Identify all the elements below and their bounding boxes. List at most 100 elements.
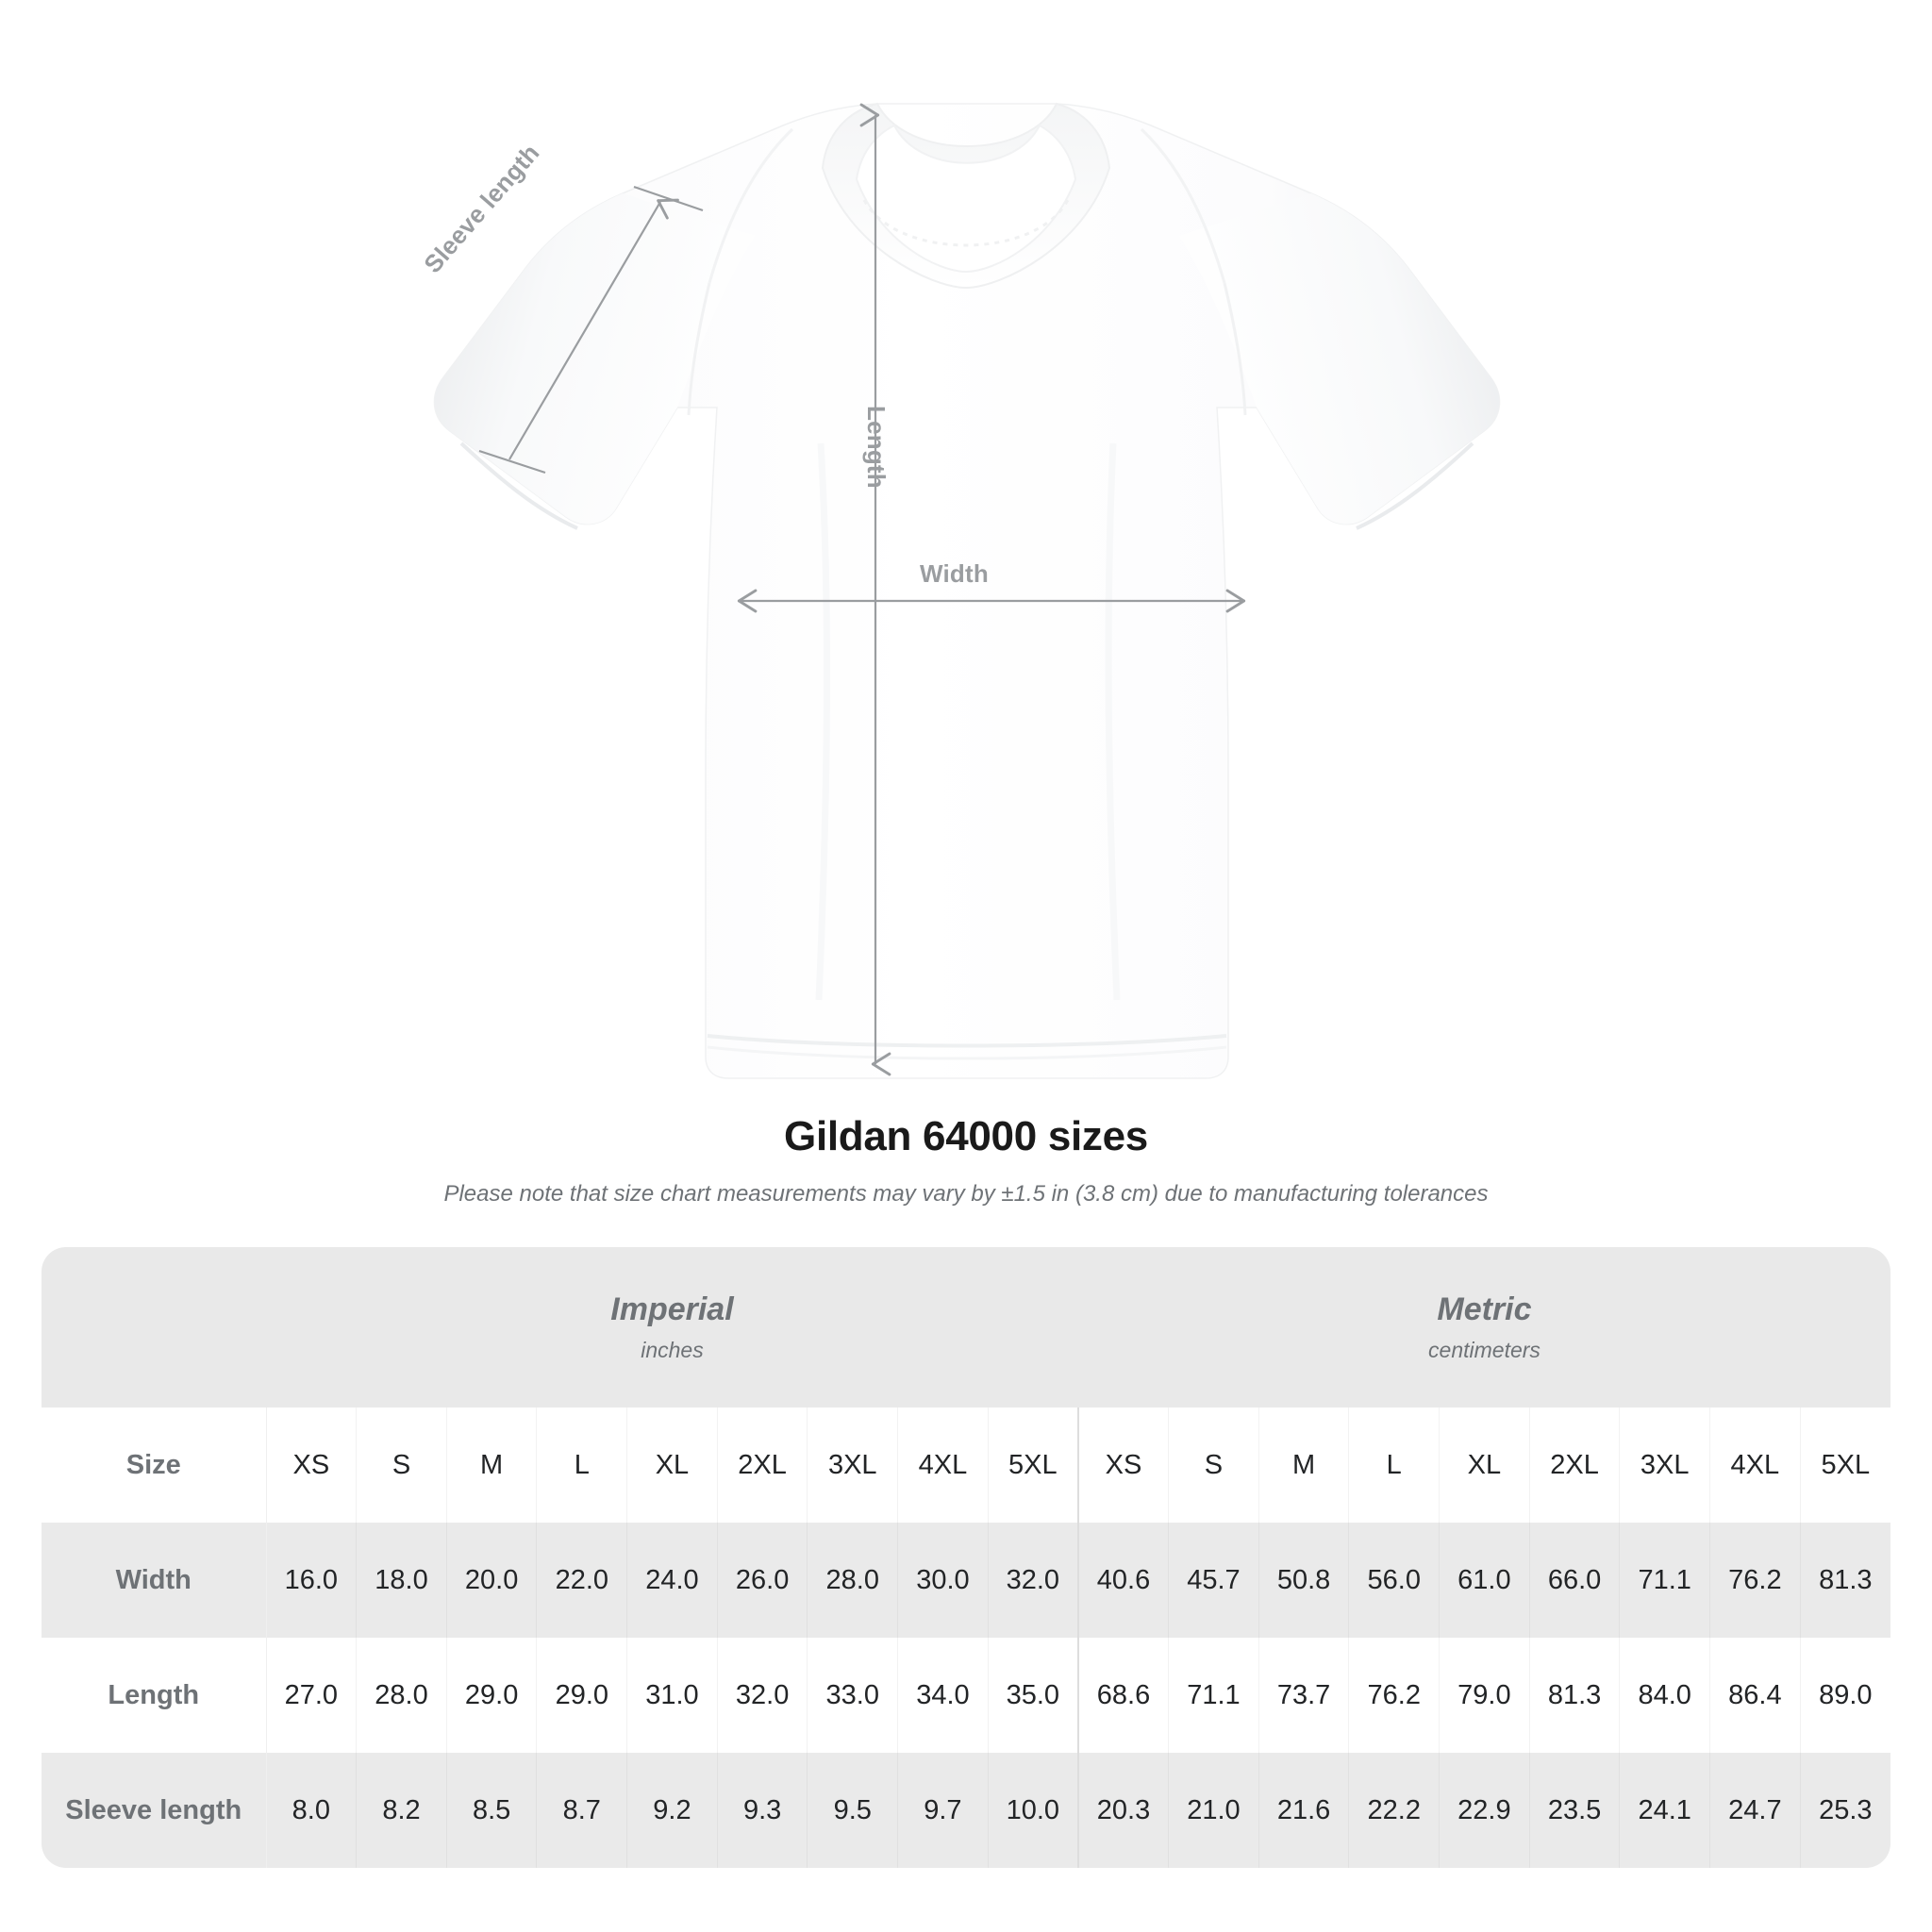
cell-metric-5XL: 5XL [1799, 1407, 1890, 1523]
cell-imperial-S: 8.2 [356, 1753, 447, 1868]
cell-metric-3XL: 24.1 [1619, 1753, 1710, 1868]
tshirt-illustration: Sleeve length Length Width [418, 102, 1501, 1079]
cell-metric-S: 21.0 [1168, 1753, 1259, 1868]
cell-imperial-3XL: 9.5 [807, 1753, 898, 1868]
unit-group-header-metric: Metric centimeters [1077, 1247, 1890, 1407]
unit-header-row: Imperial inches Metric centimeters [42, 1247, 1890, 1407]
data-row-length: Length 27.0 28.0 29.0 29.0 31.0 32.0 33.0 34.0 35… [42, 1638, 1890, 1753]
cell-metric-L: 56.0 [1348, 1523, 1440, 1638]
row-label-width: Width [42, 1523, 266, 1638]
cell-metric-S: 45.7 [1168, 1523, 1259, 1638]
unit-group-sub: centimeters [1428, 1338, 1541, 1363]
unit-group-header-imperial: Imperial inches [266, 1247, 1078, 1407]
cell-metric-XL: 22.9 [1439, 1753, 1530, 1868]
cell-metric-S: S [1168, 1407, 1259, 1523]
sleeve-tick-top [633, 185, 704, 212]
cell-imperial-XS: 27.0 [265, 1638, 357, 1753]
table-corner-cell [42, 1247, 266, 1407]
cell-imperial-S: 28.0 [356, 1638, 447, 1753]
cell-imperial-S: S [356, 1407, 447, 1523]
size-header-row: Size XS S M L XL 2XL 3XL 4XL 5XL XS S M L XL 2XL 3XL 4XL 5… [42, 1407, 1890, 1523]
measurement-arrows [478, 103, 1246, 1076]
cell-imperial-L: 8.7 [536, 1753, 627, 1868]
cell-imperial-XL: 24.0 [626, 1523, 718, 1638]
cell-metric-3XL: 84.0 [1619, 1638, 1710, 1753]
cell-imperial-L: L [536, 1407, 627, 1523]
cell-imperial-M: 8.5 [445, 1753, 537, 1868]
cell-imperial-XS: 16.0 [265, 1523, 357, 1638]
cell-metric-XS: 40.6 [1076, 1523, 1169, 1638]
cell-imperial-3XL: 3XL [807, 1407, 898, 1523]
size-chart-table-wrap: Imperial inches Metric centimeters Size XS S M L… [42, 1247, 1890, 1868]
cell-imperial-S: 18.0 [356, 1523, 447, 1638]
cell-imperial-M: 20.0 [445, 1523, 537, 1638]
unit-group-name: Metric [1437, 1291, 1532, 1327]
cell-metric-2XL: 23.5 [1528, 1753, 1620, 1868]
tshirt-graphic [433, 102, 1501, 1079]
cell-imperial-4XL: 34.0 [897, 1638, 989, 1753]
unit-group-sub: inches [641, 1338, 704, 1363]
cell-imperial-2XL: 2XL [716, 1407, 808, 1523]
sleeve-tick-bottom [478, 449, 546, 475]
cell-metric-4XL: 86.4 [1709, 1638, 1801, 1753]
cell-metric-4XL: 24.7 [1709, 1753, 1801, 1868]
cell-imperial-XS: XS [265, 1407, 357, 1523]
cell-metric-L: L [1348, 1407, 1440, 1523]
width-label: Width [920, 559, 989, 588]
cell-metric-5XL: 25.3 [1799, 1753, 1890, 1868]
cell-metric-XS: XS [1076, 1407, 1169, 1523]
cell-imperial-L: 29.0 [536, 1638, 627, 1753]
cell-metric-4XL: 4XL [1709, 1407, 1801, 1523]
cell-metric-5XL: 81.3 [1799, 1523, 1890, 1638]
cell-imperial-XS: 8.0 [265, 1753, 357, 1868]
cell-imperial-L: 22.0 [536, 1523, 627, 1638]
cell-metric-XS: 20.3 [1076, 1753, 1169, 1868]
cell-imperial-5XL: 10.0 [987, 1753, 1078, 1868]
cell-metric-S: 71.1 [1168, 1638, 1259, 1753]
page-title: Gildan 64000 sizes [784, 1113, 1148, 1159]
cell-imperial-M: 29.0 [445, 1638, 537, 1753]
cell-metric-L: 76.2 [1348, 1638, 1440, 1753]
cell-imperial-5XL: 35.0 [987, 1638, 1078, 1753]
cell-metric-M: 50.8 [1257, 1523, 1349, 1638]
cell-imperial-2XL: 9.3 [716, 1753, 808, 1868]
cell-metric-2XL: 66.0 [1528, 1523, 1620, 1638]
cell-metric-M: 21.6 [1257, 1753, 1349, 1868]
cell-imperial-3XL: 33.0 [807, 1638, 898, 1753]
cell-metric-XS: 68.6 [1076, 1638, 1169, 1753]
cell-imperial-4XL: 9.7 [897, 1753, 989, 1868]
size-chart-table: Imperial inches Metric centimeters Size XS S M L… [42, 1247, 1890, 1868]
cell-metric-4XL: 76.2 [1709, 1523, 1801, 1638]
cell-metric-2XL: 2XL [1528, 1407, 1620, 1523]
cell-metric-2XL: 81.3 [1528, 1638, 1620, 1753]
row-label-length: Length [42, 1638, 266, 1753]
cell-imperial-XL: 9.2 [626, 1753, 718, 1868]
cell-metric-5XL: 89.0 [1799, 1638, 1890, 1753]
cell-metric-XL: 61.0 [1439, 1523, 1530, 1638]
cell-imperial-M: M [445, 1407, 537, 1523]
cell-imperial-XL: 31.0 [626, 1638, 718, 1753]
cell-imperial-5XL: 32.0 [987, 1523, 1078, 1638]
tolerance-note: Please note that size chart measurements… [443, 1181, 1489, 1207]
cell-metric-L: 22.2 [1348, 1753, 1440, 1868]
title-block: Gildan 64000 sizes Please note that size… [0, 1113, 1932, 1208]
cell-imperial-4XL: 4XL [897, 1407, 989, 1523]
sleeve-length-arrow [508, 198, 679, 460]
cell-metric-M: M [1257, 1407, 1349, 1523]
row-label-size: Size [42, 1407, 266, 1523]
cell-metric-XL: 79.0 [1439, 1638, 1530, 1753]
cell-imperial-4XL: 30.0 [897, 1523, 989, 1638]
unit-group-name: Imperial [610, 1291, 734, 1327]
length-label: Length [862, 406, 891, 489]
cell-imperial-3XL: 28.0 [807, 1523, 898, 1638]
shirt-body-shape [433, 102, 1501, 1079]
row-label-sleeve-length: Sleeve length [42, 1753, 266, 1868]
cell-metric-3XL: 3XL [1619, 1407, 1710, 1523]
cell-metric-XL: XL [1439, 1407, 1530, 1523]
cell-imperial-XL: XL [626, 1407, 718, 1523]
cell-metric-M: 73.7 [1257, 1638, 1349, 1753]
data-row-sleeve-length: Sleeve length 8.0 8.2 8.5 8.7 9.2 9.3 9.5 9.7 10.… [42, 1753, 1890, 1868]
cell-imperial-5XL: 5XL [987, 1407, 1078, 1523]
cell-imperial-2XL: 26.0 [716, 1523, 808, 1638]
cell-imperial-2XL: 32.0 [716, 1638, 808, 1753]
